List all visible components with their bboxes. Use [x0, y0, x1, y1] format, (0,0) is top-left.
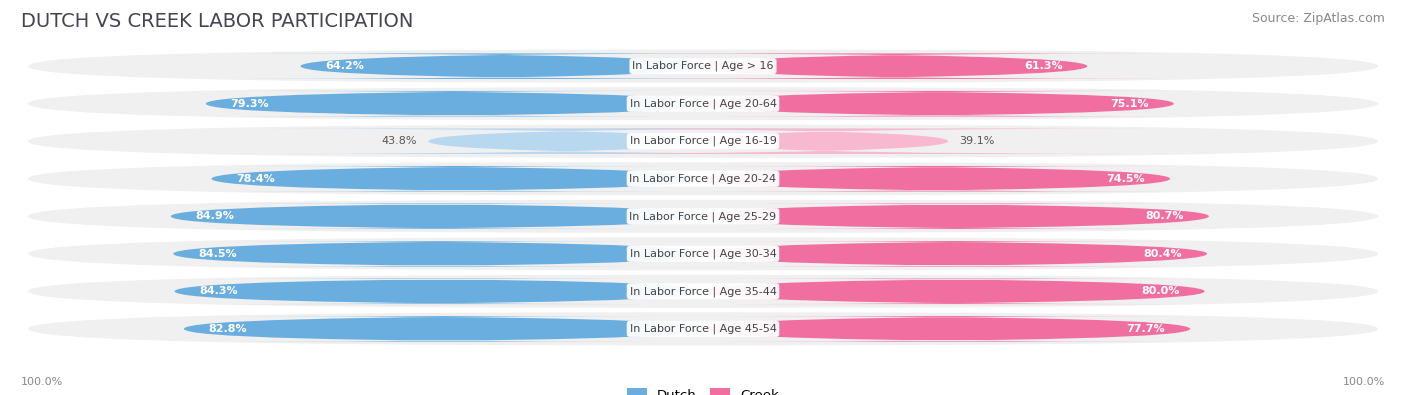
Text: In Labor Force | Age 30-34: In Labor Force | Age 30-34: [630, 248, 776, 259]
Text: 79.3%: 79.3%: [231, 99, 270, 109]
Text: 39.1%: 39.1%: [959, 136, 994, 146]
Text: 77.7%: 77.7%: [1126, 324, 1166, 334]
Text: 82.8%: 82.8%: [208, 324, 247, 334]
Text: 80.7%: 80.7%: [1146, 211, 1184, 221]
Text: 64.2%: 64.2%: [325, 61, 364, 71]
FancyBboxPatch shape: [235, 53, 769, 79]
FancyBboxPatch shape: [174, 278, 703, 304]
Text: 100.0%: 100.0%: [1343, 377, 1385, 387]
FancyBboxPatch shape: [170, 203, 703, 229]
FancyBboxPatch shape: [479, 128, 1171, 154]
FancyBboxPatch shape: [28, 125, 1378, 158]
FancyBboxPatch shape: [28, 50, 1378, 83]
FancyBboxPatch shape: [619, 53, 1171, 79]
Text: In Labor Force | Age 16-19: In Labor Force | Age 16-19: [630, 136, 776, 147]
Text: Source: ZipAtlas.com: Source: ZipAtlas.com: [1251, 12, 1385, 25]
Text: In Labor Force | Age 35-44: In Labor Force | Age 35-44: [630, 286, 776, 297]
Text: 43.8%: 43.8%: [382, 136, 418, 146]
FancyBboxPatch shape: [28, 87, 1378, 120]
FancyBboxPatch shape: [173, 241, 703, 267]
FancyBboxPatch shape: [702, 166, 1171, 192]
Text: 100.0%: 100.0%: [21, 377, 63, 387]
FancyBboxPatch shape: [28, 162, 1378, 195]
Text: In Labor Force | Age 25-29: In Labor Force | Age 25-29: [630, 211, 776, 222]
FancyBboxPatch shape: [28, 200, 1378, 233]
FancyBboxPatch shape: [28, 275, 1378, 308]
Text: 74.5%: 74.5%: [1107, 174, 1146, 184]
Text: DUTCH VS CREEK LABOR PARTICIPATION: DUTCH VS CREEK LABOR PARTICIPATION: [21, 12, 413, 31]
Legend: Dutch, Creek: Dutch, Creek: [621, 383, 785, 395]
FancyBboxPatch shape: [703, 241, 1208, 267]
FancyBboxPatch shape: [28, 312, 1378, 345]
Text: In Labor Force | Age 20-24: In Labor Force | Age 20-24: [630, 173, 776, 184]
Text: 84.9%: 84.9%: [195, 211, 235, 221]
Text: 78.4%: 78.4%: [236, 174, 276, 184]
FancyBboxPatch shape: [28, 237, 1378, 270]
Text: 80.4%: 80.4%: [1143, 249, 1182, 259]
Text: In Labor Force | Age > 16: In Labor Force | Age > 16: [633, 61, 773, 71]
FancyBboxPatch shape: [703, 91, 1174, 117]
FancyBboxPatch shape: [703, 278, 1205, 304]
Text: 84.3%: 84.3%: [200, 286, 238, 296]
FancyBboxPatch shape: [703, 316, 1189, 342]
FancyBboxPatch shape: [235, 128, 897, 154]
Text: 80.0%: 80.0%: [1142, 286, 1180, 296]
Text: 61.3%: 61.3%: [1024, 61, 1063, 71]
FancyBboxPatch shape: [205, 91, 703, 117]
Text: 75.1%: 75.1%: [1111, 99, 1149, 109]
Text: In Labor Force | Age 45-54: In Labor Force | Age 45-54: [630, 324, 776, 334]
Text: 84.5%: 84.5%: [198, 249, 236, 259]
FancyBboxPatch shape: [703, 203, 1209, 229]
Text: In Labor Force | Age 20-64: In Labor Force | Age 20-64: [630, 98, 776, 109]
FancyBboxPatch shape: [184, 316, 703, 342]
FancyBboxPatch shape: [211, 166, 703, 192]
